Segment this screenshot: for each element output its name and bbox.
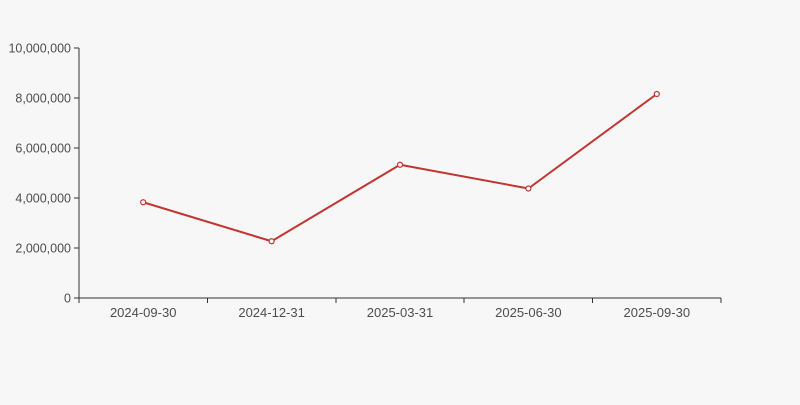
data-point-marker bbox=[268, 238, 275, 245]
x-axis-tick-label: 2024-12-31 bbox=[238, 305, 305, 320]
y-axis-tick-label: 8,000,000 bbox=[15, 92, 71, 106]
y-axis-tick-label: 2,000,000 bbox=[15, 242, 71, 256]
data-point-marker bbox=[396, 161, 404, 168]
y-axis-tick-label: 4,000,000 bbox=[15, 192, 71, 206]
data-point-marker bbox=[653, 90, 660, 98]
x-axis-tick-label: 2025-06-30 bbox=[495, 305, 562, 320]
y-axis-tick-label: 6,000,000 bbox=[15, 142, 71, 156]
x-axis-tick-label: 2025-09-30 bbox=[624, 305, 691, 320]
data-point-marker bbox=[525, 185, 532, 192]
x-axis-tick-label: 2025-03-31 bbox=[367, 305, 434, 320]
y-axis-tick-label: 10,000,000 bbox=[8, 42, 71, 56]
x-axis-tick-label: 2024-09-30 bbox=[110, 305, 177, 320]
data-point-marker bbox=[140, 199, 147, 206]
y-axis-tick-label: 0 bbox=[64, 292, 71, 306]
